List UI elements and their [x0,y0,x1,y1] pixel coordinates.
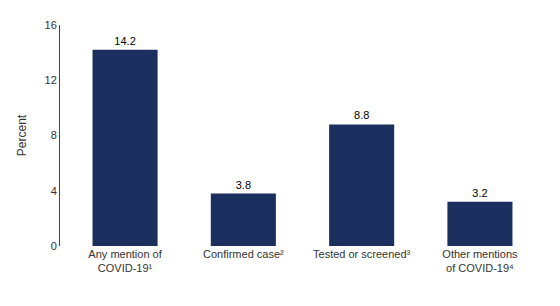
svg-text:Percent: Percent [15,114,29,156]
svg-text:8: 8 [51,129,57,141]
svg-text:14.2: 14.2 [114,35,135,47]
svg-text:4: 4 [51,185,57,197]
svg-text:Confirmed case²: Confirmed case² [203,248,284,260]
svg-text:3.2: 3.2 [472,187,487,199]
svg-text:Tested or screened³: Tested or screened³ [313,248,411,260]
svg-text:12: 12 [45,74,57,86]
svg-text:8.8: 8.8 [354,109,369,121]
svg-text:Other mentionsof COVID-19⁴: Other mentionsof COVID-19⁴ [442,248,518,274]
svg-text:Any mention ofCOVID-19¹: Any mention ofCOVID-19¹ [88,248,162,274]
svg-text:16: 16 [45,19,57,31]
svg-text:3.8: 3.8 [236,179,251,191]
svg-text:0: 0 [51,240,57,252]
